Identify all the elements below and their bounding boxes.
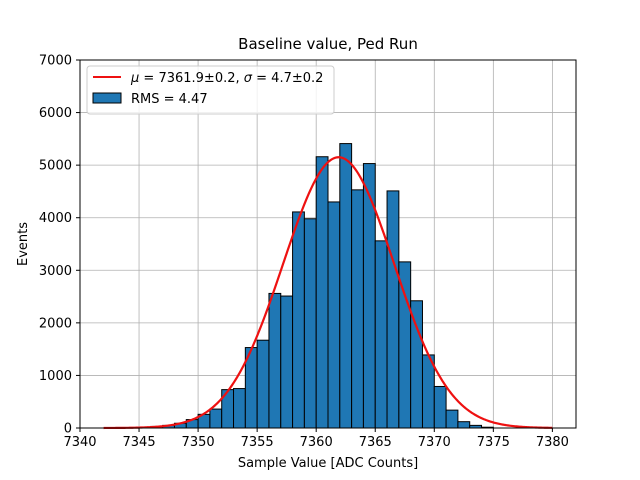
histogram-bar-25 (445, 409, 459, 429)
histogram-bar-19 (374, 240, 388, 429)
y-tick-label-4: 4000 (39, 211, 72, 226)
y-axis-label: Events (16, 222, 31, 266)
y-tick-label-1: 1000 (39, 369, 72, 384)
histogram-bar-24 (433, 385, 447, 429)
histogram-bar-22 (410, 300, 423, 429)
x-tick-label-5: 7365 (359, 435, 392, 450)
x-tick-label-1: 7345 (123, 435, 156, 450)
x-tick-label-2: 7350 (182, 435, 215, 450)
legend-rms-label: RMS = 4.47 (131, 92, 208, 107)
y-tick-label-3: 3000 (39, 264, 72, 279)
histogram-bar-13 (303, 218, 317, 429)
x-tick-label-0: 7340 (63, 435, 96, 450)
x-axis-label: Sample Value [ADC Counts] (238, 456, 418, 471)
legend-box (86, 65, 335, 115)
y-tick-label-0: 0 (64, 422, 72, 437)
histogram-bar-21 (398, 261, 412, 429)
histogram-bar-26 (457, 421, 471, 429)
histogram-bar-23 (421, 354, 435, 429)
histogram-bar-15 (327, 201, 341, 429)
y-tick-label-7: 7000 (39, 54, 72, 69)
histogram-bars (150, 143, 494, 429)
legend-fit-label: μ = 7361.9±0.2, σ = 4.7±0.2 (130, 71, 323, 86)
y-tick-label-5: 5000 (39, 159, 72, 174)
histogram-bar-16 (339, 143, 353, 429)
histogram-bar-17 (351, 189, 364, 429)
legend-sigma-value: = 4.7±0.2 (252, 71, 323, 86)
histogram-bar-9 (256, 339, 270, 429)
histogram-bar-11 (280, 295, 294, 429)
x-tick-label-8: 7380 (536, 435, 569, 450)
histogram-bar-10 (268, 292, 282, 429)
legend: μ = 7361.9±0.2, σ = 4.7±0.2 RMS = 4.47 (86, 65, 335, 115)
x-tick-label-3: 7355 (241, 435, 274, 450)
y-tick-label-2: 2000 (39, 316, 72, 331)
histogram-bar-7 (233, 388, 246, 429)
legend-mu-value: = 7361.9±0.2, (139, 71, 243, 86)
histogram-bar-12 (292, 211, 305, 429)
y-tick-label-6: 6000 (39, 106, 72, 121)
plot-area-frame (79, 59, 577, 429)
gaussian-fit (103, 156, 553, 430)
x-axis-ticks: 7340 7345 7350 7355 7360 7365 7370 7375 7380 (63, 428, 569, 450)
x-tick-label-4: 7360 (300, 435, 333, 450)
y-axis-ticks: 0 1000 2000 3000 4000 5000 6000 7000 (39, 54, 80, 437)
legend-histogram-swatch (92, 92, 122, 104)
chart-title: Baseline value, Ped Run (238, 35, 418, 53)
histogram-bar-5 (209, 408, 223, 429)
fit-curve (103, 156, 553, 430)
legend-sigma-symbol: σ (244, 71, 253, 86)
x-tick-label-6: 7370 (418, 435, 451, 450)
x-tick-label-7: 7375 (477, 435, 510, 450)
histogram-bar-20 (386, 190, 400, 429)
histogram-bar-14 (315, 156, 329, 429)
legend-mu-symbol: μ (130, 71, 139, 86)
